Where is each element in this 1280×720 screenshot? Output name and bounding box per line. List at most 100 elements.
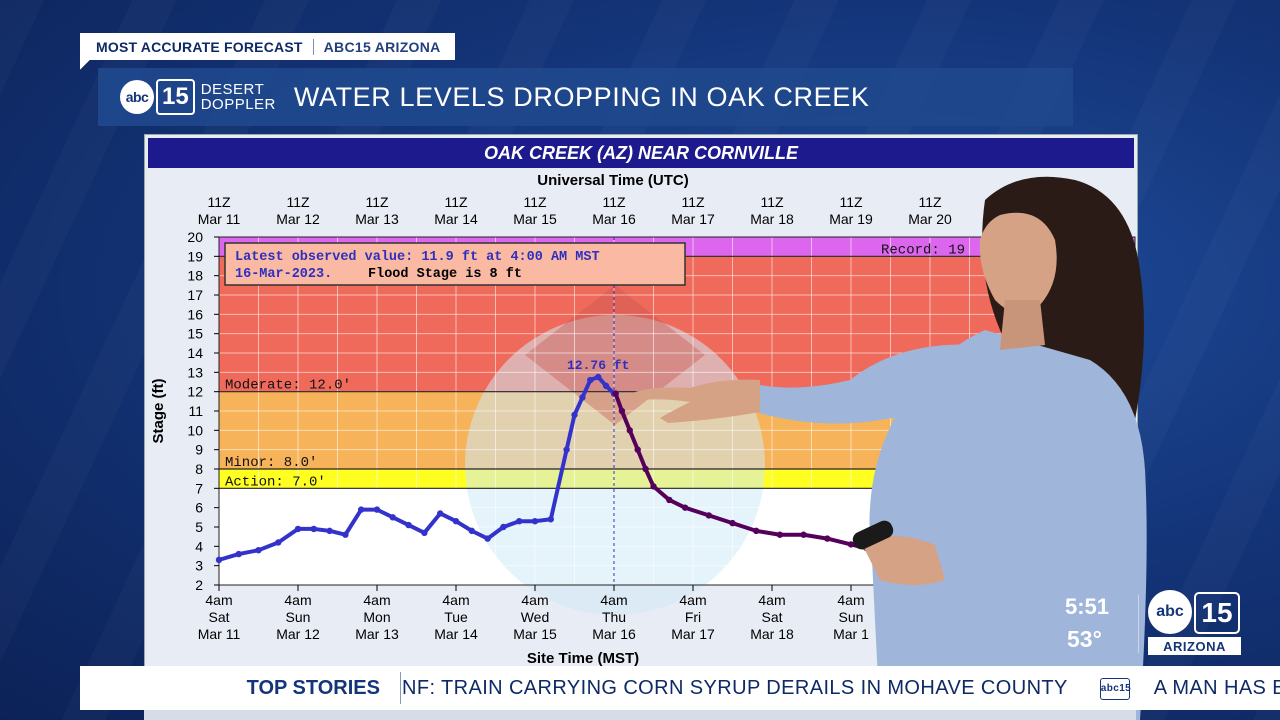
y-tick-label: 20	[187, 229, 203, 245]
forecast-point	[666, 496, 673, 504]
top-tick-date: Mar 15	[513, 211, 557, 227]
top-tick-date: Mar 12	[276, 211, 320, 227]
x-tick-time: 4am	[284, 592, 311, 608]
observed-point	[452, 518, 460, 525]
headline-text: WATER LEVELS DROPPING IN OAK CREEK	[293, 81, 870, 112]
presenter-hand-clicker	[860, 536, 945, 585]
ticker-scroll: NF: TRAIN CARRYING CORN SYRUP DERAILS IN…	[402, 666, 1280, 710]
temperature: 53°	[1067, 626, 1102, 652]
info-line-1: Latest observed value: 11.9 ft at 4:00 A…	[235, 250, 600, 265]
forecast-point	[618, 407, 626, 415]
chart-bottom-strip	[144, 710, 1136, 720]
top-tick-label: 11Z	[286, 194, 310, 210]
top-tick-date: Mar 18	[750, 211, 794, 227]
observed-point	[389, 514, 396, 521]
x-tick-date: Mar 12	[276, 626, 320, 642]
brand-tag-secondary: ABC15 ARIZONA	[323, 38, 441, 55]
observed-point	[405, 521, 412, 529]
x-tick-date: Mar 1	[833, 626, 869, 642]
y-tick-label: 4	[195, 538, 203, 554]
observed-point	[437, 510, 444, 517]
x-tick-date: Mar 18	[750, 626, 794, 642]
y-tick-label: 14	[187, 345, 203, 361]
y-tick-label: 13	[187, 364, 203, 380]
forecast-point	[705, 512, 712, 519]
presenter-face	[979, 212, 1057, 314]
x-tick-date: Mar 14	[434, 626, 478, 642]
forecast-point	[800, 531, 807, 538]
presenter-neck	[1000, 300, 1045, 350]
ticker-label: TOP STORIES	[246, 676, 380, 699]
x-tick-day: Fri	[685, 609, 701, 625]
clicker-icon	[852, 520, 894, 550]
bug-state: ARIZONA	[1148, 637, 1241, 655]
y-tick-label: 3	[195, 558, 203, 574]
peak-label: 12.76 ft	[567, 358, 629, 373]
observed-point	[255, 547, 262, 554]
presenter-body	[869, 330, 1147, 720]
x-tick-time: 4am	[837, 592, 864, 608]
y-tick-label: 15	[187, 326, 203, 342]
ticker-story-1: NF: TRAIN CARRYING CORN SYRUP DERAILS IN…	[402, 677, 1068, 699]
brand-tag: MOST ACCURATE FORECAST ABC15 ARIZONA	[80, 33, 455, 60]
observed-point	[602, 382, 610, 390]
info-line-2b: Flood Stage is 8 ft	[368, 267, 522, 282]
observed-point	[500, 523, 507, 531]
top-tick-date: Mar 20	[908, 211, 952, 227]
x-tick-time: 4am	[363, 592, 390, 608]
stage-label: Minor: 8.0'	[225, 455, 317, 471]
forecast-point	[776, 531, 784, 538]
brand-tag-separator	[312, 38, 314, 55]
x-tick-date: Mar 16	[592, 626, 636, 642]
x-tick-time: 4am	[600, 592, 627, 608]
ticker-divider	[400, 672, 401, 704]
observed-point	[587, 376, 594, 384]
observed-point	[421, 529, 428, 536]
top-tick-date: Mar 11	[198, 211, 241, 227]
x-tick-day: Sun	[286, 609, 311, 625]
x-tick-day: Wed	[521, 609, 550, 625]
brand-tag-primary: MOST ACCURATE FORECAST	[96, 38, 303, 55]
x-tick-day: Sun	[839, 609, 864, 625]
observed-point	[516, 518, 523, 525]
x-tick-date: Mar 17	[671, 626, 715, 642]
desert-doppler-line1: DESERT	[200, 81, 265, 98]
x-tick-time: 4am	[442, 592, 469, 608]
forecast-point	[753, 527, 760, 535]
news-ticker: TOP STORIES NF: TRAIN CARRYING CORN SYRU…	[80, 666, 1280, 710]
observed-point	[563, 446, 570, 453]
x-tick-time: 4am	[521, 592, 548, 608]
observed-point	[595, 373, 602, 381]
x-tick-date: Mar 13	[355, 626, 399, 642]
y-tick-label: 5	[195, 519, 203, 535]
headline-bar: abc 15 DESERT DOPPLER WATER LEVELS DROPP…	[98, 68, 1073, 126]
stage-label: Moderate: 12.0'	[225, 378, 351, 394]
info-line-2a: 16-Mar-2023.	[235, 267, 332, 282]
forecast-point	[681, 504, 689, 511]
x-tick-date: Mar 15	[513, 626, 557, 642]
forecast-point	[626, 427, 633, 434]
y-tick-label: 6	[195, 500, 203, 516]
x-tick-day: Thu	[602, 609, 626, 625]
observed-point	[358, 506, 365, 513]
top-tick-label: 11Z	[444, 194, 468, 210]
top-tick-label: 11Z	[207, 194, 231, 210]
top-tick-date: Mar 16	[592, 211, 636, 227]
bug-number: 15	[1194, 592, 1240, 634]
x-tick-day: Mon	[363, 609, 390, 625]
chart-title: OAK CREEK (AZ) NEAR CORNVILLE	[484, 143, 799, 163]
top-axis-title: Universal Time (UTC)	[537, 172, 688, 189]
observed-point	[275, 539, 282, 546]
observed-point	[484, 535, 491, 542]
abc-logo-icon: abc	[120, 80, 154, 114]
top-tick-label: 11Z	[760, 194, 784, 210]
ticker-logo-icon: abc15	[1099, 677, 1131, 700]
stage-label: Action: 7.0'	[225, 474, 326, 490]
y-tick-label: 11	[188, 403, 203, 419]
observed-point	[531, 518, 539, 525]
observed-point	[571, 411, 578, 419]
y-axis-title: Stage (ft)	[150, 379, 167, 444]
y-tick-label: 16	[187, 306, 203, 322]
observed-point	[235, 550, 242, 558]
